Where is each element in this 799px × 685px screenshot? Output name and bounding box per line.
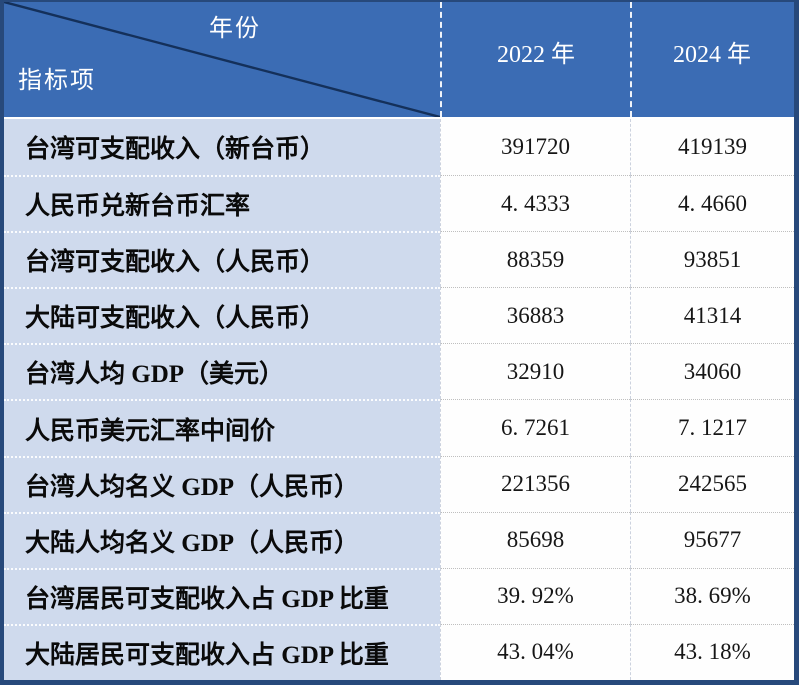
corner-label-indicator: 指标项 [18, 68, 96, 94]
table-row: 台湾可支配收入（人民币） 88359 93851 [4, 231, 794, 288]
column-header-2022: 2022 年 [440, 2, 630, 117]
value-2022: 391720 [440, 119, 630, 176]
value-2022: 4. 4333 [440, 175, 630, 232]
row-label: 台湾可支配收入（新台币） [4, 119, 440, 176]
value-2022: 36883 [440, 287, 630, 344]
table-row: 人民币兑新台币汇率 4. 4333 4. 4660 [4, 175, 794, 232]
table-row: 大陆人均名义 GDP（人民币） 85698 95677 [4, 511, 794, 568]
value-2024: 7. 1217 [630, 399, 794, 456]
table-row: 台湾居民可支配收入占 GDP 比重 39. 92% 38. 69% [4, 567, 794, 624]
value-2022: 43. 04% [440, 623, 630, 680]
table-row: 台湾人均 GDP（美元） 32910 34060 [4, 343, 794, 400]
value-2024: 34060 [630, 343, 794, 400]
table-row: 大陆可支配收入（人民币） 36883 41314 [4, 287, 794, 344]
value-2024: 95677 [630, 511, 794, 568]
value-2024: 41314 [630, 287, 794, 344]
table-body: 台湾可支配收入（新台币） 391720 419139 人民币兑新台币汇率 4. … [4, 119, 794, 680]
row-label: 人民币兑新台币汇率 [4, 175, 440, 232]
diagonal-divider-line [4, 2, 440, 117]
value-2024: 4. 4660 [630, 175, 794, 232]
row-label: 台湾可支配收入（人民币） [4, 231, 440, 288]
row-label: 大陆可支配收入（人民币） [4, 287, 440, 344]
row-label: 台湾人均名义 GDP（人民币） [4, 455, 440, 512]
row-label: 台湾居民可支配收入占 GDP 比重 [4, 567, 440, 624]
value-2024: 419139 [630, 119, 794, 176]
table-header-row: 年份 指标项 2022 年 2024 年 [4, 2, 794, 119]
value-2022: 221356 [440, 455, 630, 512]
value-2024: 242565 [630, 455, 794, 512]
row-label: 台湾人均 GDP（美元） [4, 343, 440, 400]
table-row: 台湾人均名义 GDP（人民币） 221356 242565 [4, 455, 794, 512]
table-row: 台湾可支配收入（新台币） 391720 419139 [4, 119, 794, 176]
value-2024: 38. 69% [630, 567, 794, 624]
corner-label-year: 年份 [209, 16, 261, 42]
value-2024: 43. 18% [630, 623, 794, 680]
value-2024: 93851 [630, 231, 794, 288]
value-2022: 88359 [440, 231, 630, 288]
value-2022: 39. 92% [440, 567, 630, 624]
row-label: 人民币美元汇率中间价 [4, 399, 440, 456]
value-2022: 85698 [440, 511, 630, 568]
row-label: 大陆人均名义 GDP（人民币） [4, 511, 440, 568]
row-label: 大陆居民可支配收入占 GDP 比重 [4, 623, 440, 680]
table-row: 大陆居民可支配收入占 GDP 比重 43. 04% 43. 18% [4, 623, 794, 680]
corner-header-cell: 年份 指标项 [4, 2, 440, 117]
column-header-2024: 2024 年 [630, 2, 792, 117]
value-2022: 32910 [440, 343, 630, 400]
table-row: 人民币美元汇率中间价 6. 7261 7. 1217 [4, 399, 794, 456]
value-2022: 6. 7261 [440, 399, 630, 456]
